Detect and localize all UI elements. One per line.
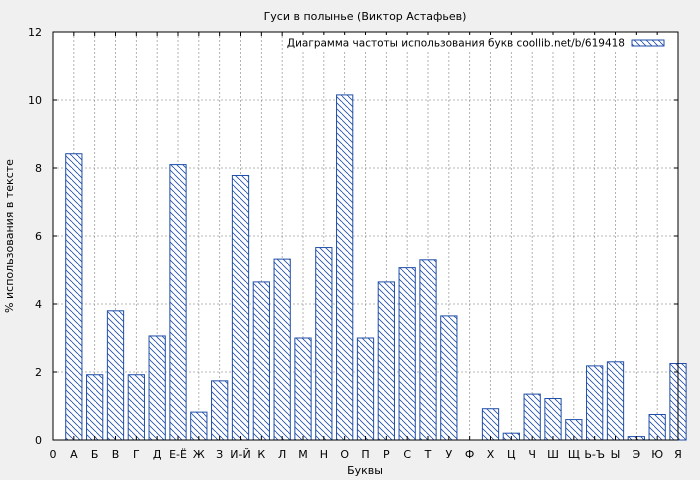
x-tick-label: Ы (611, 448, 621, 461)
bar-Х (481, 408, 500, 441)
x-tick-label: К (257, 448, 265, 461)
bar-Л (273, 258, 291, 441)
bar-Б (86, 374, 104, 441)
x-tick-label: Я (674, 448, 682, 461)
bar-П (356, 337, 375, 441)
x-tick-label: Г (133, 448, 140, 461)
x-tick-label: М (298, 448, 308, 461)
y-tick-label: 4 (35, 298, 42, 311)
bar-Е-Ё (169, 164, 187, 441)
bar-В (106, 310, 125, 441)
x-tick-label: Б (91, 448, 99, 461)
x-axis-label: Буквы (347, 464, 383, 477)
x-tick-label: Ч (528, 448, 536, 461)
x-tick-label: Д (153, 448, 162, 461)
x-axis: 0 А Б В Г Д Е-Ё Ж З И-Й К Л М Н О П Р С Т У Ф Х Ц Ч Ш Щ Ь-Ъ Ы Э Ю Я (50, 32, 682, 461)
x-tick-label: Л (278, 448, 286, 461)
legend: Диаграмма частоты использования букв coo… (284, 35, 674, 51)
x-tick-label: И-Й (230, 448, 250, 461)
x-tick-label: У (445, 448, 452, 461)
legend-box (284, 35, 674, 51)
bar-З (211, 380, 229, 441)
bar-Н (315, 247, 333, 441)
y-tick-label: 12 (28, 26, 42, 39)
x-tick-label: С (403, 448, 411, 461)
bar-С (398, 267, 416, 441)
x-tick-label: Ш (547, 448, 559, 461)
bar-М (294, 337, 312, 441)
x-tick-label: Ф (465, 448, 474, 461)
x-tick-label: А (70, 448, 78, 461)
bar-Ы (606, 361, 625, 441)
chart-title: Гуси в полынье (Виктор Астафьев) (264, 10, 467, 23)
x-tick-label: Щ (568, 448, 580, 461)
x-tick-label: Ь-Ъ (584, 448, 605, 461)
bar-Ч (523, 393, 541, 441)
bar-Д (148, 335, 166, 441)
y-tick-label: 0 (35, 434, 42, 447)
x-tick-label: Х (487, 448, 495, 461)
x-tick-label: П (361, 448, 369, 461)
bar-К (252, 281, 270, 441)
legend-label: Диаграмма частоты использования букв coo… (287, 38, 625, 50)
x-tick-label: Р (383, 448, 390, 461)
bar-Г (127, 374, 145, 441)
bar-Ж (190, 411, 208, 441)
y-axis: 0 2 4 6 8 10 12 (28, 26, 678, 447)
legend-swatch (631, 39, 665, 47)
bar-А (65, 153, 83, 441)
x-tick-label: Ж (193, 448, 205, 461)
x-tick-label: Н (320, 448, 328, 461)
y-tick-label: 2 (35, 366, 42, 379)
x-tick-label: Т (424, 448, 432, 461)
bar-У (440, 315, 458, 441)
x-tick-label: В (112, 448, 120, 461)
x-tick-label: Е-Ё (169, 448, 187, 461)
x-tick-label: О (340, 448, 349, 461)
bar-Т (419, 259, 437, 441)
y-tick-label: 6 (35, 230, 42, 243)
x-tick-label: Ю (651, 448, 663, 461)
y-tick-label: 10 (28, 94, 42, 107)
x-tick-label: Ц (507, 448, 516, 461)
x-tick-label: Э (632, 448, 640, 461)
x-origin-label: 0 (50, 448, 57, 461)
bar-Р (377, 281, 395, 441)
y-axis-label: % использования в тексте (3, 159, 16, 313)
bar-О (336, 94, 354, 441)
bar-Ь-Ъ (586, 365, 604, 441)
bar-Ш (544, 398, 562, 441)
bar-И-Й (231, 174, 250, 441)
x-tick-label: З (216, 448, 223, 461)
y-tick-label: 8 (35, 162, 42, 175)
bars (65, 94, 687, 441)
